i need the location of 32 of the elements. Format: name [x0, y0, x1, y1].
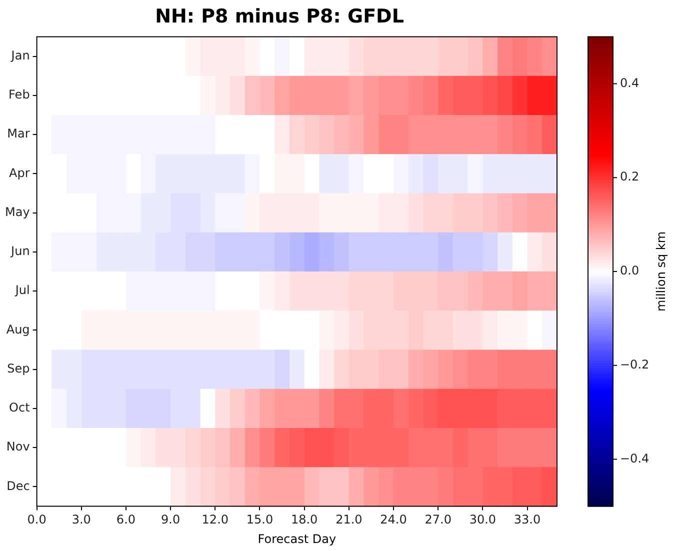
x-tick-label: 9.0	[161, 512, 180, 527]
x-tick-label: 6.0	[116, 512, 136, 527]
x-tick-label: 15.0	[246, 512, 274, 527]
x-axis-title: Forecast Day	[258, 532, 336, 546]
y-tick-label: Mar	[7, 126, 30, 141]
color-bar-label: −0.2	[620, 358, 650, 372]
x-tick-label: 3.0	[72, 512, 91, 527]
y-tick-label: Jun	[10, 244, 30, 258]
color-bar-label: 0.2	[620, 170, 640, 184]
x-tick-label: 12.0	[202, 512, 229, 527]
y-tick-label: Apr	[9, 166, 30, 180]
y-tick-label: Nov	[6, 440, 30, 454]
x-tick-label: 24.0	[380, 512, 407, 527]
x-tick-label: 0.0	[27, 512, 46, 527]
color-bar-label: −0.4	[620, 451, 650, 466]
color-bar-label: 0.4	[620, 76, 640, 90]
color-bar-label: 0.0	[620, 264, 640, 278]
y-tick-label: Jan	[10, 48, 30, 62]
x-tick-label: 18.0	[290, 512, 318, 527]
x-tick-label: 21.0	[336, 512, 362, 527]
color-bar-title: million sq km	[654, 231, 668, 312]
x-tick-label: 27.0	[424, 512, 452, 527]
chart-title: NH: P8 minus P8: GFDL	[155, 5, 404, 28]
y-tick-label: Oct	[9, 400, 30, 415]
y-tick-label: Aug	[6, 322, 30, 336]
y-tick-label: May	[4, 204, 30, 219]
x-tick-label: 33.0	[514, 512, 541, 527]
y-tick-label: Dec	[6, 478, 30, 493]
y-tick-label: Jul	[14, 283, 30, 298]
y-tick-label: Feb	[8, 88, 30, 102]
x-tick-label: 30.0	[469, 512, 496, 527]
y-tick-label: Sep	[7, 361, 30, 376]
